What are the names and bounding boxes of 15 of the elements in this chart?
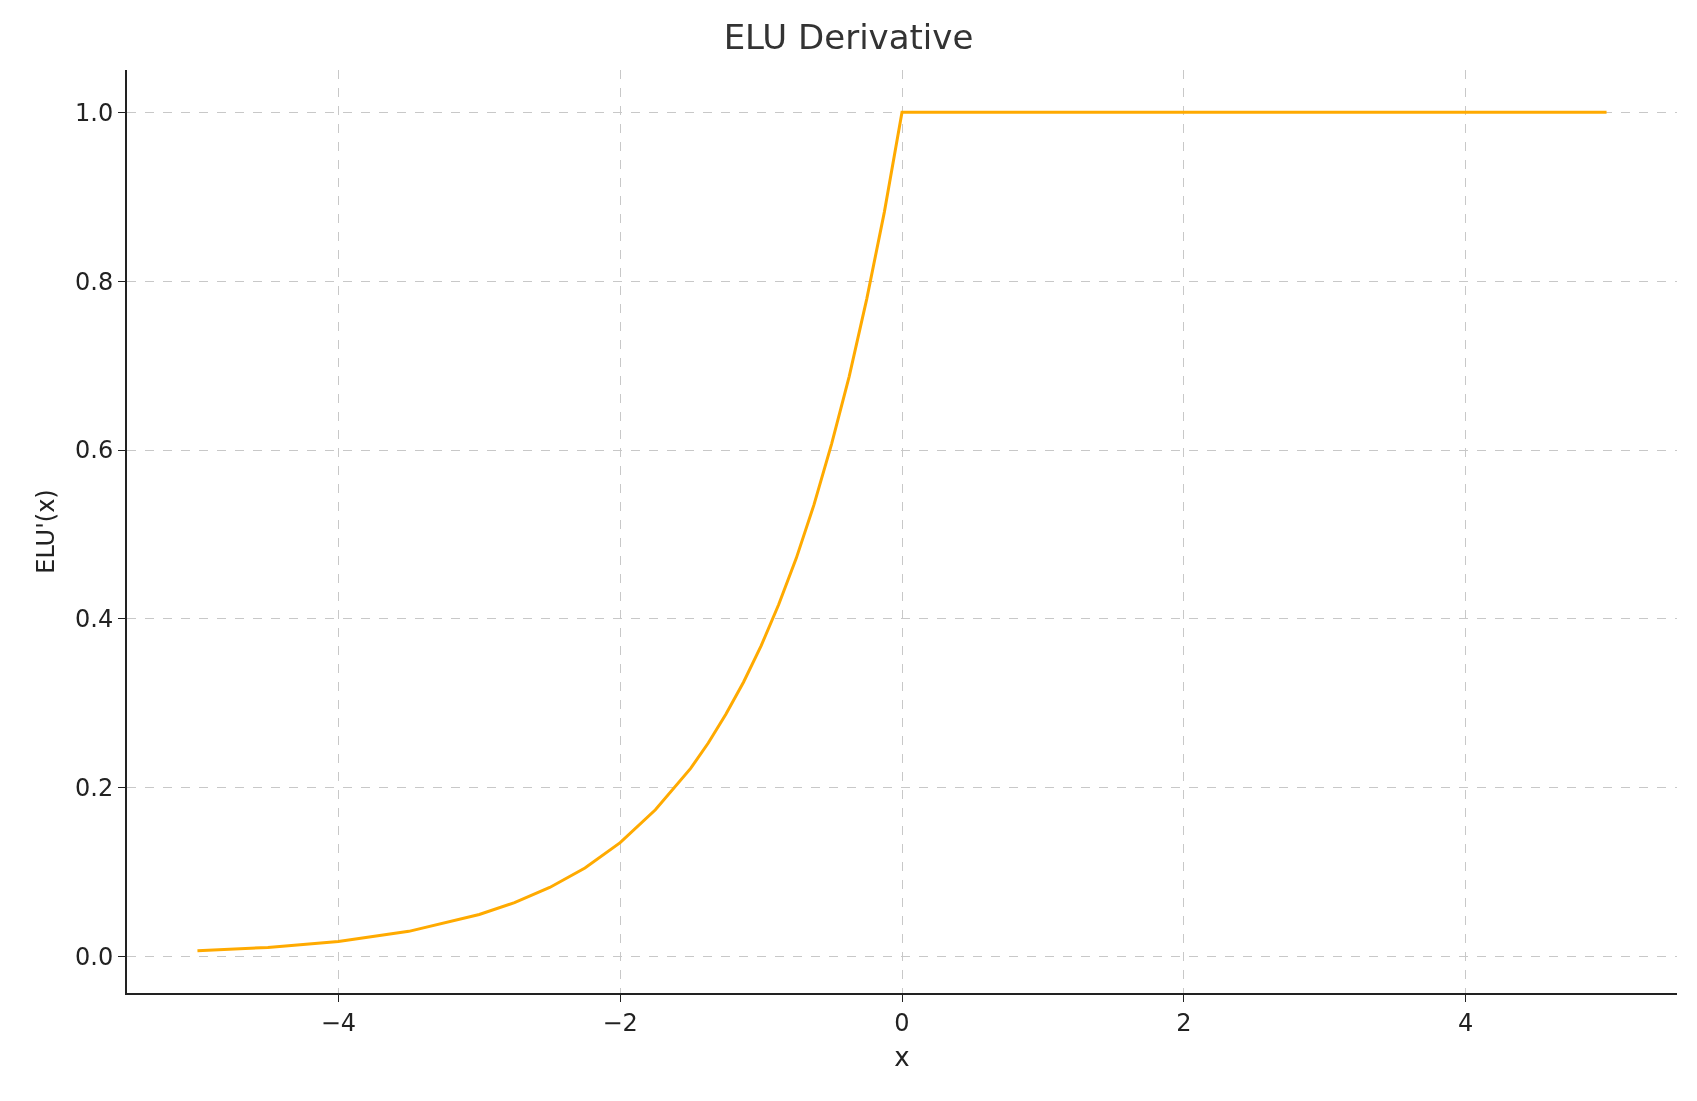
y-axis-title: ELU'(x) (31, 489, 60, 574)
x-tick-label: −2 (602, 1008, 638, 1037)
y-tick-label: 0.4 (75, 605, 114, 634)
y-tick-label: 0.0 (75, 943, 114, 972)
chart-title: ELU Derivative (723, 17, 974, 58)
x-tick-label: 2 (1176, 1008, 1192, 1037)
x-axis-title: x (894, 1042, 910, 1072)
x-tick-label: 0 (894, 1008, 910, 1037)
y-tick-label: 0.8 (75, 267, 114, 296)
x-tick-label: −4 (320, 1008, 357, 1037)
x-tick-label: 4 (1458, 1008, 1474, 1037)
y-tick-label: 1.0 (75, 98, 114, 127)
y-tick-label: 0.2 (75, 774, 114, 803)
line-series (195, 110, 1609, 953)
y-tick-label: 0.6 (75, 436, 114, 465)
